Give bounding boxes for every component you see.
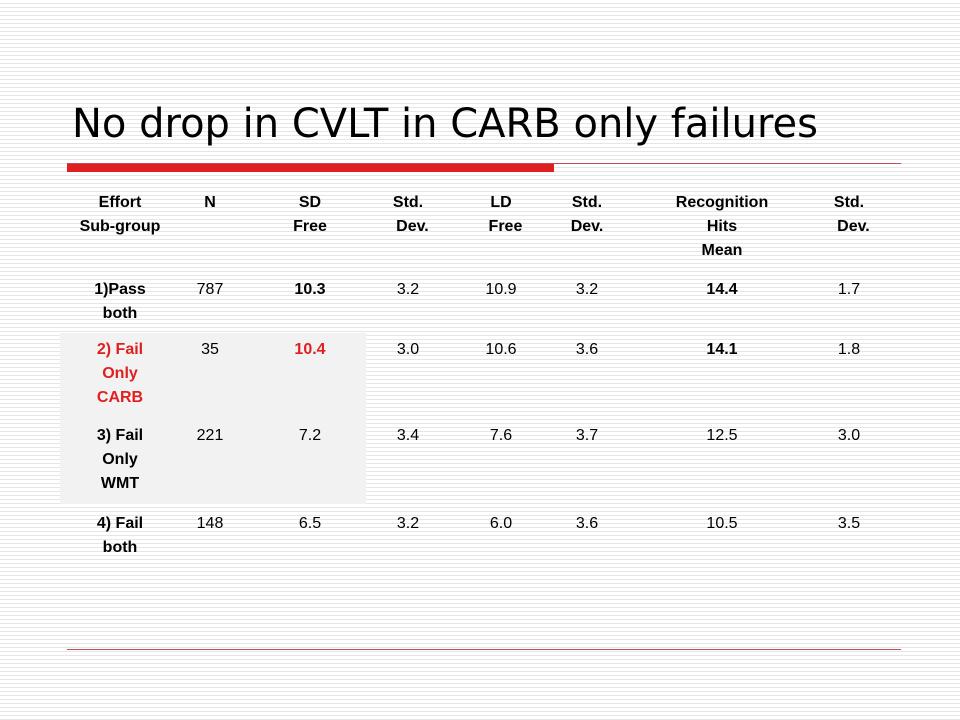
row4-sd-free-std: 3.2 xyxy=(396,515,420,532)
row3-recognition-std: 3.0 xyxy=(837,427,861,444)
row2-recognition: 14.1 xyxy=(706,341,738,358)
row1-ld-free-std: 3.2 xyxy=(575,281,599,298)
slide-title: No drop in CVLT in CARB only failures xyxy=(72,101,818,147)
row1-recognition-std: 1.7 xyxy=(837,281,861,298)
header-std-dev-3: Std. Dev. xyxy=(828,194,870,235)
row3-sd-free-std: 3.4 xyxy=(396,427,420,444)
header-recognition-hits-mean: Recognition Hits Mean xyxy=(675,194,769,259)
header-std-dev-2: Std. Dev. xyxy=(570,194,604,235)
row2-n: 35 xyxy=(201,341,219,358)
row1-sd-free: 10.3 xyxy=(294,281,326,298)
row3-ld-free: 7.6 xyxy=(489,427,513,444)
row2-ld-free: 10.6 xyxy=(485,341,517,358)
row2-recognition-std: 1.8 xyxy=(837,341,861,358)
row2-sd-free: 10.4 xyxy=(294,341,326,358)
row1-sd-free-std: 3.2 xyxy=(396,281,420,298)
row1-recognition: 14.4 xyxy=(706,281,738,298)
row-label-pass-both: 1)Pass both xyxy=(94,281,146,322)
title-divider-line xyxy=(67,163,901,164)
row-label-fail-only-carb: 2) Fail Only CARB xyxy=(96,341,144,406)
row1-ld-free: 10.9 xyxy=(485,281,517,298)
row-label-fail-both: 4) Fail both xyxy=(96,515,144,556)
row4-ld-free-std: 3.6 xyxy=(575,515,599,532)
footer-divider-line xyxy=(67,649,901,650)
row4-ld-free: 6.0 xyxy=(489,515,513,532)
title-accent-bar xyxy=(67,164,554,172)
highlight-panel xyxy=(60,333,366,504)
row2-ld-free-std: 3.6 xyxy=(575,341,599,358)
row3-n: 221 xyxy=(196,427,224,444)
row4-recognition: 10.5 xyxy=(706,515,738,532)
row-label-fail-only-wmt: 3) Fail Only WMT xyxy=(96,427,144,492)
header-n: N xyxy=(204,194,216,211)
row3-sd-free: 7.2 xyxy=(298,427,322,444)
header-effort-subgroup: Effort Sub-group xyxy=(79,194,161,235)
row3-ld-free-std: 3.7 xyxy=(575,427,599,444)
header-ld-free: LD Free xyxy=(479,194,523,235)
row2-sd-free-std: 3.0 xyxy=(396,341,420,358)
row3-recognition: 12.5 xyxy=(706,427,738,444)
row1-n: 787 xyxy=(196,281,224,298)
row4-recognition-std: 3.5 xyxy=(837,515,861,532)
header-std-dev-1: Std. Dev. xyxy=(387,194,429,235)
row4-n: 148 xyxy=(196,515,224,532)
row4-sd-free: 6.5 xyxy=(298,515,322,532)
header-sd-free: SD Free xyxy=(293,194,327,235)
